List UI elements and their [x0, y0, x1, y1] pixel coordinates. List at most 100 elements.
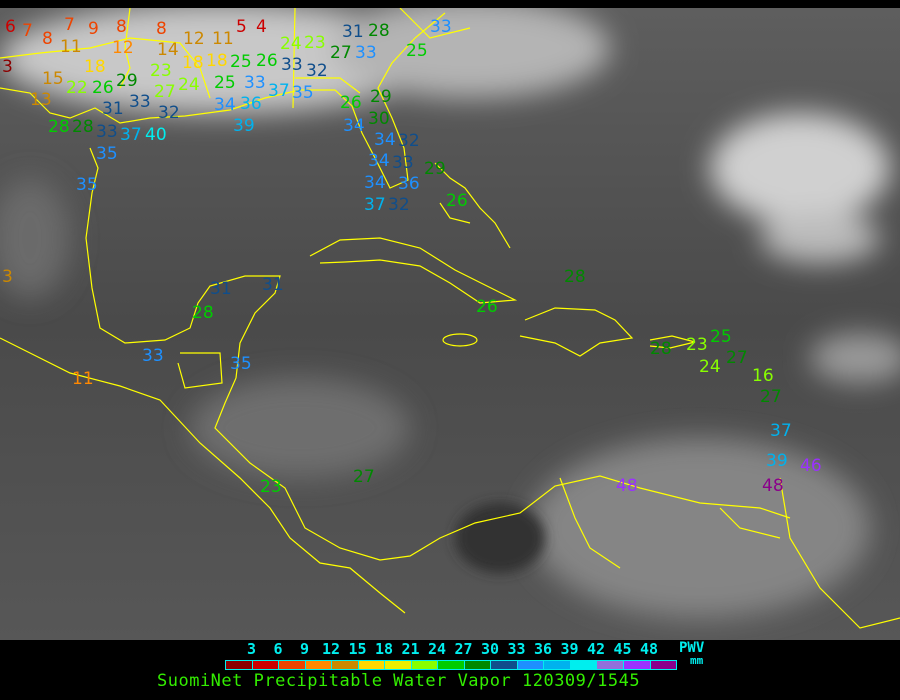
- station-pwv-value: 46: [800, 456, 822, 476]
- station-pwv-value: 32: [306, 61, 328, 81]
- station-pwv-value: 26: [446, 191, 468, 211]
- station-pwv-value: 3: [2, 267, 13, 287]
- station-pwv-value: 11: [60, 37, 82, 57]
- station-pwv-value: 6: [5, 17, 16, 37]
- station-pwv-value: 28: [650, 339, 672, 359]
- station-pwv-value: 34: [214, 95, 236, 115]
- station-pwv-value: 18: [182, 53, 204, 73]
- colorbar-tick: 30: [480, 640, 500, 658]
- station-pwv-value: 13: [30, 90, 52, 110]
- station-pwv-value: 35: [76, 175, 98, 195]
- station-pwv-value: 28: [48, 117, 70, 137]
- station-pwv-value: 34: [343, 116, 365, 136]
- station-pwv-value: 31: [210, 279, 232, 299]
- station-pwv-value: 25: [406, 41, 428, 61]
- station-pwv-value: 33: [244, 73, 266, 93]
- colorbar-segment: [544, 661, 571, 669]
- station-pwv-value: 33: [392, 153, 414, 173]
- station-pwv-value: 48: [762, 476, 784, 496]
- station-pwv-value: 23: [150, 61, 172, 81]
- station-pwv-value: 4: [256, 17, 267, 37]
- station-pwv-value: 8: [42, 29, 53, 49]
- station-pwv-value: 34: [364, 173, 386, 193]
- colorbar-tick: 24: [427, 640, 447, 658]
- colorbar-tick: 45: [613, 640, 632, 658]
- station-pwv-value: 39: [766, 451, 788, 471]
- colorbar-segment: [623, 661, 651, 669]
- station-pwv-value: 11: [72, 369, 94, 389]
- station-pwv-value: 39: [233, 116, 255, 136]
- station-pwv-value: 25: [230, 52, 252, 72]
- station-pwv-value: 16: [752, 366, 774, 386]
- legend: 3 6 9 12 15 18 21 24 27 30 33 36 39 42 45 48 PWV mm Suo…: [0, 640, 900, 700]
- station-pwv-value: 29: [116, 71, 138, 91]
- station-pwv-value: 31: [102, 99, 124, 119]
- station-pwv-value: 7: [64, 15, 75, 35]
- station-pwv-value: 36: [398, 174, 420, 194]
- station-pwv-value: 8: [156, 19, 167, 39]
- station-pwv-value: 37: [268, 81, 290, 101]
- station-pwv-value: 9: [88, 19, 99, 39]
- station-pwv-value: 33: [129, 92, 151, 112]
- station-pwv-value: 26: [340, 93, 362, 113]
- station-pwv-value: 32: [388, 195, 410, 215]
- station-pwv-value: 33: [281, 55, 303, 75]
- station-pwv-value: 18: [206, 51, 228, 71]
- station-pwv-value: 24: [280, 34, 302, 54]
- colorbar-segment: [252, 661, 280, 669]
- colorbar-segment: [517, 661, 545, 669]
- colorbar-segment: [226, 661, 253, 669]
- station-pwv-value: 33: [96, 122, 118, 142]
- station-pwv-value: 37: [120, 125, 142, 145]
- station-pwv-value: 37: [364, 195, 386, 215]
- station-pwv-value: 40: [145, 125, 167, 145]
- station-pwv-value: 28: [192, 303, 214, 323]
- station-pwv-value: 27: [760, 387, 782, 407]
- station-pwv-value: 23: [304, 33, 326, 53]
- station-pwv-value: 34: [368, 151, 390, 171]
- station-pwv-value: 35: [96, 144, 118, 164]
- station-pwv-value: 27: [726, 348, 748, 368]
- colorbar-segment: [570, 661, 598, 669]
- colorbar-tick: 12: [321, 640, 341, 658]
- station-pwv-value: 35: [230, 354, 252, 374]
- map-caption: SuomiNet Precipitable Water Vapor 120309…: [157, 671, 641, 691]
- station-pwv-value: 35: [292, 83, 314, 103]
- colorbar-tick: 15: [348, 640, 367, 658]
- colorbar-tick: 18: [374, 640, 394, 658]
- dark-water-region: [455, 503, 545, 573]
- station-pwv-value: 32: [158, 103, 180, 123]
- colorbar-segment: [491, 661, 518, 669]
- colorbar-segment: [385, 661, 412, 669]
- legend-title: PWV: [679, 640, 705, 656]
- station-pwv-value: 33: [430, 17, 452, 37]
- colorbar-tick: 3: [246, 640, 257, 658]
- station-pwv-value: 33: [142, 346, 164, 366]
- station-pwv-value: 27: [154, 82, 176, 102]
- station-pwv-value: 36: [240, 94, 262, 114]
- station-pwv-value: 48: [616, 476, 638, 496]
- colorbar-segment: [332, 661, 359, 669]
- station-pwv-value: 32: [398, 131, 420, 151]
- station-pwv-value: 26: [92, 78, 114, 98]
- station-pwv-value: 24: [178, 75, 200, 95]
- colorbar-tick: 6: [273, 640, 283, 658]
- station-pwv-value: 12: [183, 29, 205, 49]
- station-pwv-value: 33: [355, 43, 377, 63]
- station-pwv-value: 28: [564, 267, 586, 287]
- colorbar-tick: 33: [507, 640, 526, 658]
- colorbar-tick: 27: [454, 640, 473, 658]
- station-pwv-value: 31: [262, 275, 284, 295]
- station-pwv-value: 15: [42, 69, 64, 89]
- station-pwv-value: 22: [66, 78, 88, 98]
- colorbar-segment: [411, 661, 439, 669]
- colorbar-segment: [279, 661, 306, 669]
- station-pwv-value: 25: [214, 73, 236, 93]
- station-pwv-value: 25: [710, 327, 732, 347]
- station-pwv-value: 26: [476, 297, 498, 317]
- station-pwv-value: 3: [2, 57, 13, 77]
- colorbar-segment: [438, 661, 465, 669]
- station-pwv-value: 29: [424, 159, 446, 179]
